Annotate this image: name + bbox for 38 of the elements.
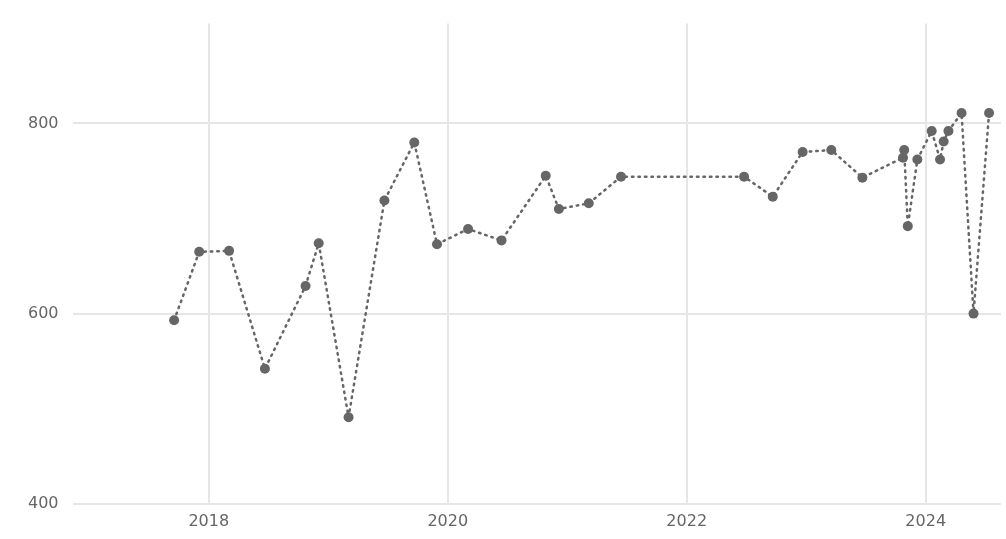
point [926,126,937,137]
point [224,245,235,256]
point [496,235,507,246]
point [902,221,913,232]
point [343,412,354,423]
point [857,172,868,183]
y-tick-label: 800 [27,112,59,132]
point [968,308,979,319]
y-tick-label: 400 [27,492,59,512]
x-tick-label: 2018 [188,510,230,530]
point [767,191,778,202]
point [938,136,949,147]
point [431,239,442,250]
x-tick-label: 2024 [905,510,947,530]
point [463,223,474,234]
point [169,315,180,326]
point [899,145,910,156]
point [739,171,750,182]
x-tick-label: 2022 [666,510,708,530]
point [826,145,837,156]
point [313,238,324,249]
point [553,204,564,215]
x-tick-label: 2020 [427,510,469,530]
point [616,171,627,182]
point [912,154,923,165]
point [943,126,954,137]
point [540,170,551,181]
point [984,107,995,118]
point [935,154,946,165]
point [797,146,808,157]
point [259,363,270,374]
point [379,195,390,206]
point [194,246,205,257]
point [300,281,311,292]
point [409,137,420,148]
point [956,107,967,118]
point [583,198,594,209]
y-tick-label: 600 [27,302,59,322]
